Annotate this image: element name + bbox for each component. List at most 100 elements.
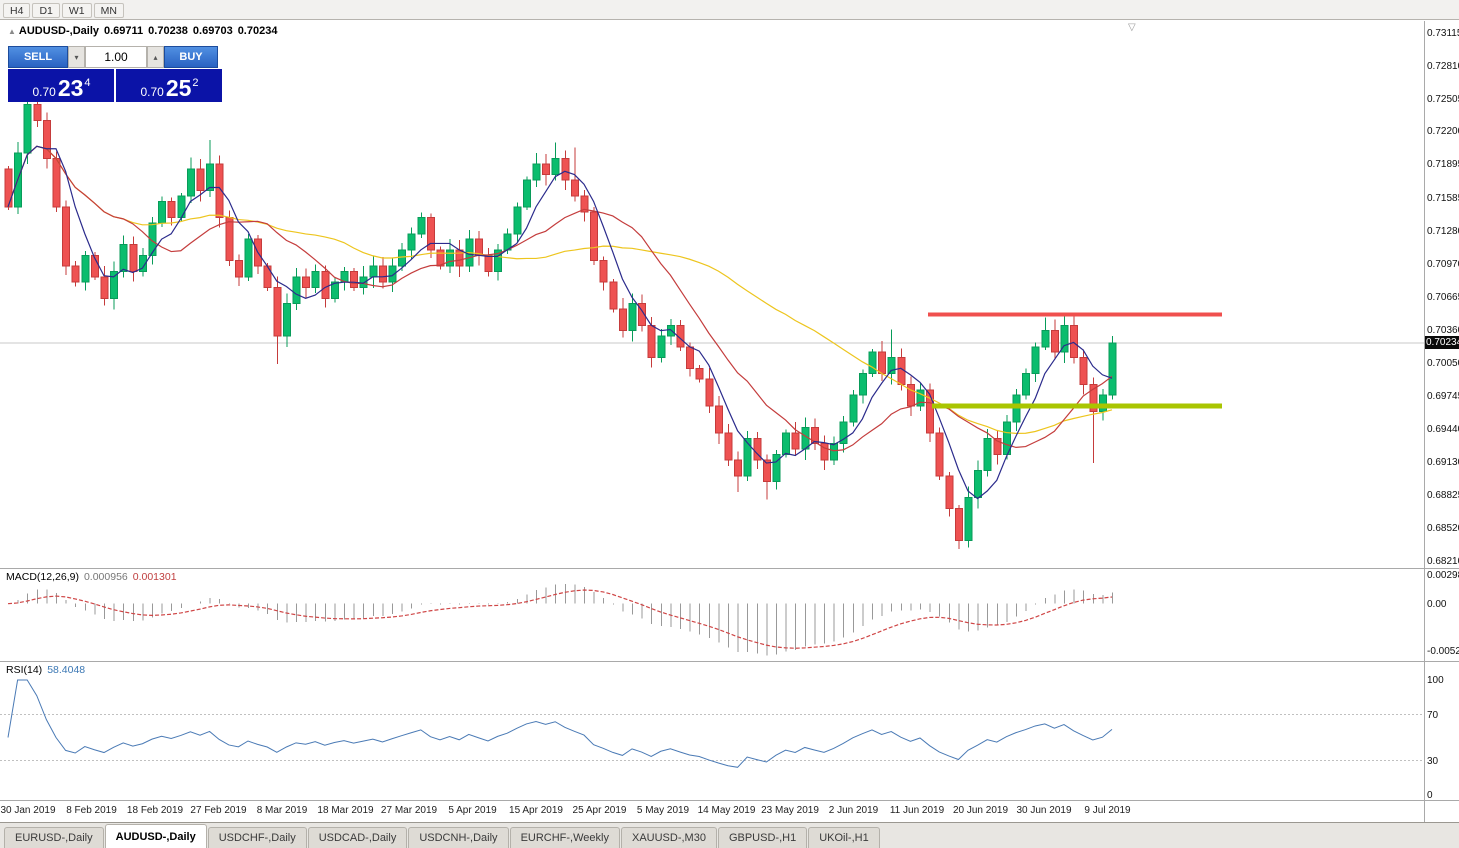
- rsi-name: RSI(14): [6, 664, 43, 676]
- date-axis-label: 25 Apr 2019: [572, 805, 627, 816]
- sell-price-prefix: 0.70: [32, 84, 56, 99]
- macd-name: MACD(12,26,9): [6, 571, 79, 583]
- price-axis-label: 0.70665: [1427, 291, 1459, 303]
- rsi-canvas[interactable]: [0, 662, 1424, 800]
- date-axis-label: 30 Jan 2019: [0, 805, 56, 816]
- chart-shift-marker-icon[interactable]: ▽: [1128, 22, 1136, 33]
- time-axis[interactable]: 30 Jan 2019 8 Feb 2019 18 Feb 2019 27 Feb 2…: [0, 801, 1424, 822]
- sell-price-display[interactable]: 0.70 23 4: [8, 69, 114, 102]
- date-axis-label: 5 Apr 2019: [448, 805, 497, 816]
- date-axis-label: 14 May 2019: [697, 805, 756, 816]
- date-axis-label: 11 Jun 2019: [889, 805, 945, 816]
- price-axis-label: 0.71895: [1427, 159, 1459, 171]
- axis-separator-line: [1424, 21, 1425, 822]
- chart-tab-bar: EURUSD-,Daily AUDUSD-,Daily USDCHF-,Daily U…: [0, 822, 1459, 848]
- rsi-value: 58.4048: [47, 664, 86, 676]
- chart-tab[interactable]: USDCAD-,Daily: [307, 827, 408, 848]
- macd-value-main: 0.000956: [83, 571, 128, 583]
- date-axis-label: 18 Mar 2019: [317, 805, 374, 816]
- price-axis-label: 0.71585: [1427, 192, 1459, 204]
- one-click-collapse-icon[interactable]: ▲: [8, 27, 16, 36]
- chart-tab[interactable]: GBPUSD-,H1: [717, 827, 808, 848]
- date-axis-label: 9 Jul 2019: [1084, 805, 1131, 816]
- main-chart-canvas[interactable]: [0, 21, 1424, 568]
- price-axis-label: 0.72505: [1427, 93, 1459, 105]
- timeframe-button-w1[interactable]: W1: [61, 2, 92, 18]
- date-axis-label: 18 Feb 2019: [126, 805, 184, 816]
- macd-axis-label: 0.002984: [1427, 569, 1459, 581]
- date-axis-label: 8 Mar 2019: [256, 805, 308, 816]
- chart-tab[interactable]: EURUSD-,Daily: [4, 827, 104, 848]
- timeframe-button-mn[interactable]: MN: [93, 2, 124, 18]
- date-axis-label: 30 Jun 2019: [1016, 805, 1072, 816]
- date-axis-label: 8 Feb 2019: [66, 805, 117, 816]
- chart-tab[interactable]: EURCHF-,Weekly: [509, 827, 620, 848]
- main-chart-panel[interactable]: ▲ AUDUSD-,Daily 0.69711 0.70238 0.69703 0.702…: [0, 21, 1424, 568]
- date-axis-label: 15 Apr 2019: [509, 805, 563, 816]
- date-axis-label: 2 Jun 2019: [828, 805, 879, 816]
- ohlc-open: 0.69711: [104, 25, 144, 37]
- macd-axis-label: 0.00: [1427, 598, 1447, 610]
- ohlc-high: 0.70238: [148, 25, 188, 37]
- chart-symbol-label: AUDUSD-,Daily: [18, 25, 99, 37]
- ohlc-low: 0.69703: [192, 25, 233, 37]
- macd-label: MACD(12,26,9) 0.000956 0.001301: [6, 571, 177, 583]
- panel-splitter[interactable]: [0, 568, 1459, 569]
- current-price-badge: 0.70234: [1425, 336, 1459, 350]
- macd-axis-label: -0.005250: [1427, 646, 1459, 657]
- rsi-axis-label: 30: [1427, 755, 1439, 767]
- axis-separator: [0, 800, 1459, 801]
- rsi-axis-label: 70: [1427, 709, 1439, 721]
- chart-tab[interactable]: AUDUSD-,Daily: [104, 824, 207, 848]
- ohlc-close: 0.70234: [237, 25, 278, 37]
- chart-tab[interactable]: UKOil-,H1: [808, 827, 880, 848]
- chart-tab[interactable]: USDCHF-,Daily: [207, 827, 307, 848]
- volume-input[interactable]: [85, 46, 147, 68]
- sell-price-sup: 4: [84, 77, 91, 89]
- volume-dropdown-button[interactable]: ▾: [68, 46, 85, 68]
- macd-canvas[interactable]: [0, 569, 1424, 661]
- chart-title: ▲ AUDUSD-,Daily 0.69711 0.70238 0.69703 0.702…: [8, 25, 277, 37]
- panel-splitter[interactable]: [0, 661, 1459, 662]
- rsi-axis-label: 0: [1427, 790, 1433, 801]
- chevron-down-icon: ▾: [74, 52, 79, 62]
- date-axis-label: 5 May 2019: [636, 805, 690, 816]
- timeframe-button-d1[interactable]: D1: [32, 2, 60, 18]
- macd-panel[interactable]: MACD(12,26,9) 0.000956 0.001301: [0, 569, 1424, 661]
- chevron-up-icon: ▴: [153, 52, 158, 62]
- date-axis-label: 27 Mar 2019: [380, 805, 438, 816]
- buy-price-display[interactable]: 0.70 25 2: [116, 69, 222, 102]
- price-axis-label: 0.69745: [1427, 390, 1459, 402]
- buy-price-big: 25: [165, 75, 192, 102]
- rsi-axis-label: 100: [1427, 675, 1444, 686]
- chart-tab[interactable]: XAUUSD-,M30: [620, 827, 717, 848]
- buy-price-prefix: 0.70: [140, 84, 164, 99]
- rsi-label: RSI(14) 58.4048: [6, 664, 85, 676]
- volume-stepper-up[interactable]: ▴: [147, 46, 164, 68]
- price-axis-label: 0.68825: [1427, 489, 1459, 501]
- chart-tab[interactable]: USDCNH-,Daily: [408, 827, 509, 848]
- rsi-panel[interactable]: RSI(14) 58.4048: [0, 662, 1424, 800]
- sell-button[interactable]: SELL: [8, 46, 68, 68]
- buy-button[interactable]: BUY: [164, 46, 218, 68]
- date-axis-label: 27 Feb 2019: [190, 805, 247, 816]
- timeframe-toolbar: H4 D1 W1 MN: [0, 0, 1459, 20]
- macd-value-signal: 0.001301: [132, 571, 177, 583]
- timeframe-button-h4[interactable]: H4: [3, 2, 31, 18]
- date-axis-label: 20 Jun 2019: [952, 805, 1009, 816]
- buy-price-sup: 2: [192, 77, 199, 89]
- sell-price-big: 23: [57, 75, 84, 102]
